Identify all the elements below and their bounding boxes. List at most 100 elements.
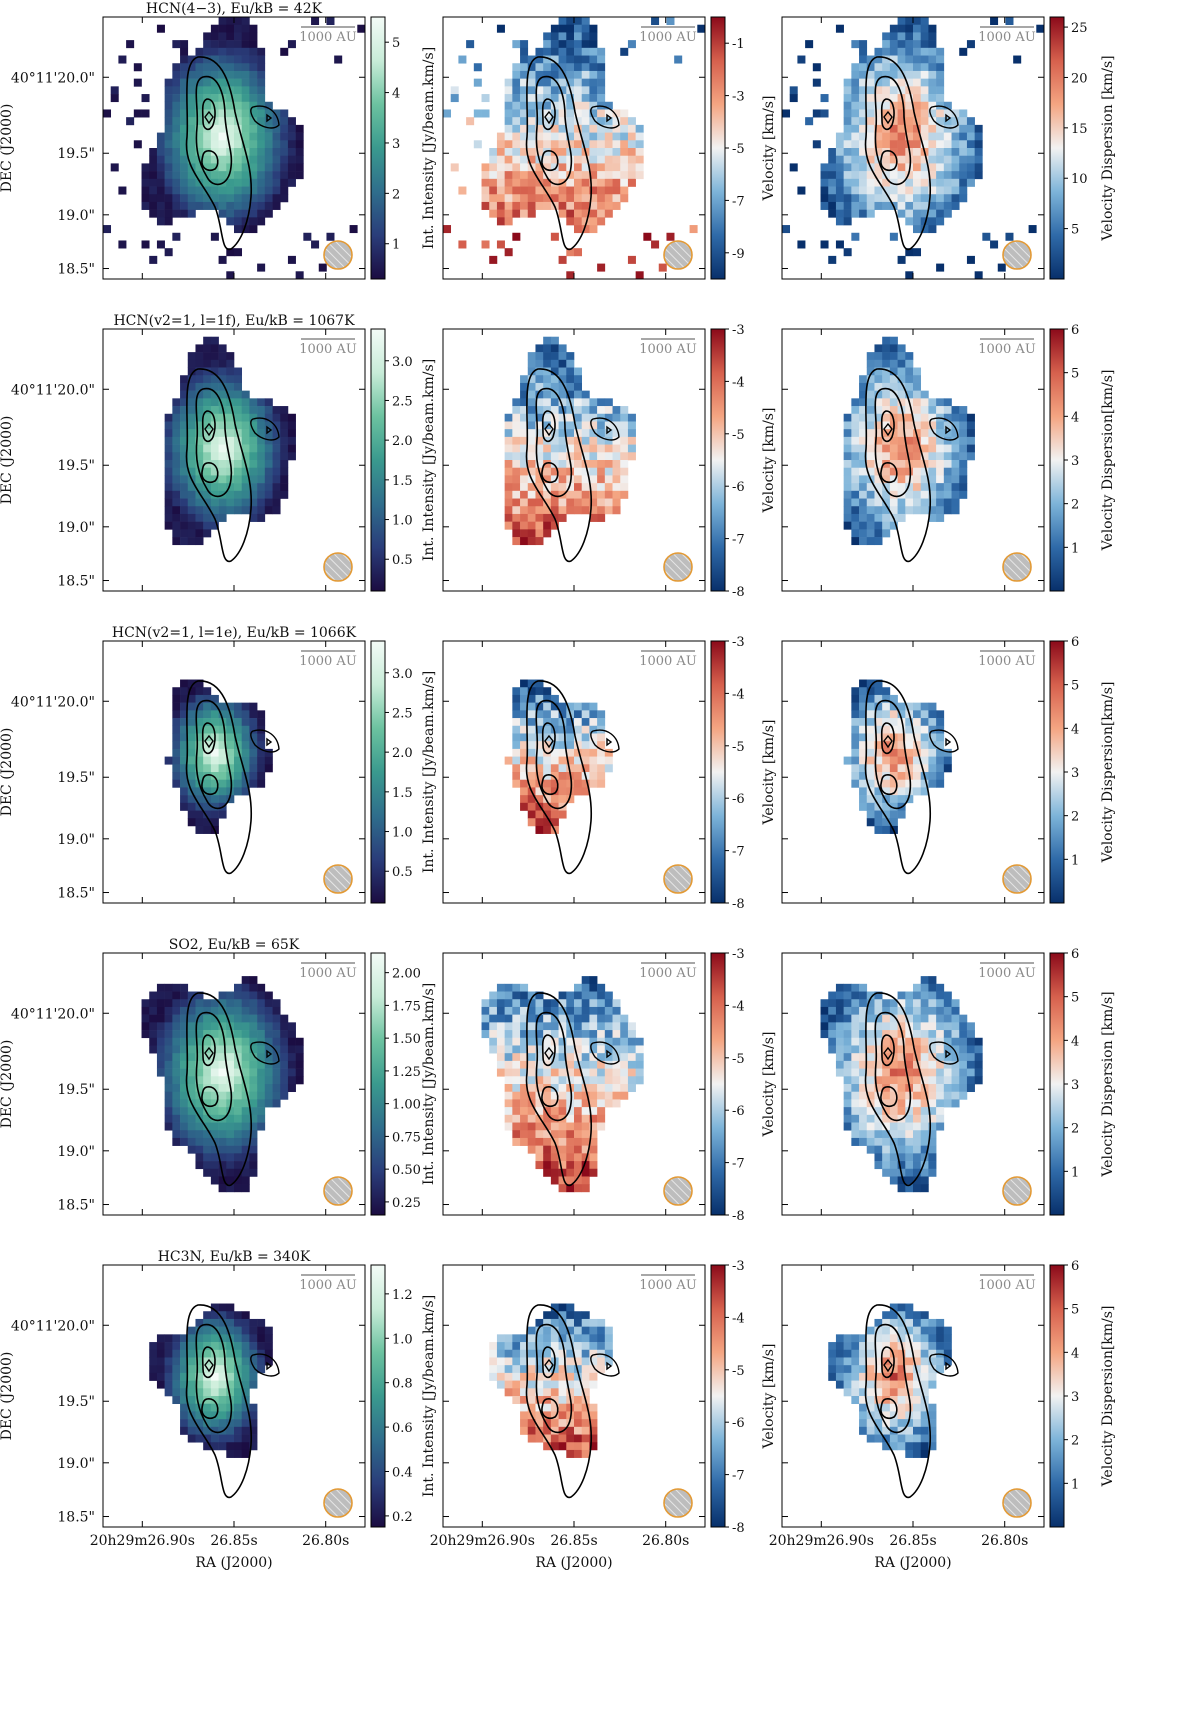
heatmap-cell xyxy=(889,702,898,711)
heatmap-cell xyxy=(180,209,189,218)
heatmap-cell xyxy=(966,444,975,453)
heatmap-cell xyxy=(210,1434,219,1443)
heatmap-cell xyxy=(203,1099,212,1108)
colorbar-tick-label: 6 xyxy=(1071,323,1079,338)
heatmap-cell xyxy=(249,1403,258,1412)
heatmap-cell xyxy=(164,429,173,438)
heatmap-cell xyxy=(566,17,575,26)
heatmap-cell xyxy=(566,1091,575,1100)
heatmap-cell xyxy=(566,498,575,507)
heatmap-cell xyxy=(620,421,629,430)
heatmap-cell xyxy=(141,163,150,172)
heatmap-cell xyxy=(843,999,852,1008)
heatmap-cell xyxy=(550,163,559,172)
heatmap-cell xyxy=(866,1380,875,1389)
heatmap-cell xyxy=(535,1137,544,1146)
heatmap-cell xyxy=(280,406,289,415)
heatmap-cell xyxy=(966,178,975,187)
heatmap-cell xyxy=(527,802,536,811)
heatmap-cell xyxy=(187,55,196,64)
heatmap-cell xyxy=(604,1045,613,1054)
heatmap-cell xyxy=(936,1365,945,1374)
heatmap-cell xyxy=(535,1030,544,1039)
heatmap-cell xyxy=(172,1045,181,1054)
heatmap-cell xyxy=(928,398,937,407)
ra-tick-label: 26.85s xyxy=(889,1533,936,1549)
colorbar-tick-label: -4 xyxy=(732,1311,745,1326)
heatmap-cell xyxy=(851,1006,860,1015)
heatmap-cell xyxy=(859,1380,868,1389)
colorbar-tick-label: -4 xyxy=(732,999,745,1014)
heatmap-cell xyxy=(936,748,945,757)
heatmap-cell xyxy=(195,818,204,827)
heatmap-cell xyxy=(589,1403,598,1412)
heatmap-cell xyxy=(936,171,945,180)
colorbar-tick-label: 6 xyxy=(1071,1259,1079,1274)
heatmap-cell xyxy=(187,201,196,210)
colorbar-tick-label: 4 xyxy=(392,87,400,102)
heatmap-cell xyxy=(920,991,929,1000)
heatmap-cell xyxy=(234,1060,243,1069)
heatmap-cell xyxy=(604,1076,613,1085)
heatmap-cell xyxy=(936,490,945,499)
heatmap-cell xyxy=(520,1130,529,1139)
heatmap-cell xyxy=(187,109,196,118)
heatmap-cell xyxy=(535,483,544,492)
heatmap-cell xyxy=(512,1006,521,1015)
heatmap-cell xyxy=(928,40,937,49)
heatmap-cell xyxy=(535,375,544,384)
heatmap-cell xyxy=(574,983,583,992)
heatmap-cell xyxy=(604,452,613,461)
heatmap-cell xyxy=(280,1030,289,1039)
heatmap-cell xyxy=(889,490,898,499)
heatmap-cell xyxy=(226,999,235,1008)
heatmap-cell xyxy=(604,460,613,469)
heatmap-cell xyxy=(905,444,914,453)
heatmap-cell xyxy=(574,63,583,72)
heatmap-cell xyxy=(566,1403,575,1412)
heatmap-cell xyxy=(620,436,629,445)
heatmap-cell xyxy=(920,1372,929,1381)
heatmap-cell xyxy=(550,1060,559,1069)
heatmap-cell xyxy=(180,109,189,118)
heatmap-cell xyxy=(280,475,289,484)
heatmap-cell xyxy=(936,70,945,79)
heatmap-cell xyxy=(820,171,829,180)
heatmap-cell xyxy=(164,421,173,430)
heatmap-cell xyxy=(218,367,227,376)
heatmap-cell xyxy=(195,359,204,368)
heatmap-cell xyxy=(249,452,258,461)
heatmap-cell xyxy=(264,475,273,484)
heatmap-cell xyxy=(512,1099,521,1108)
heatmap-cell xyxy=(936,124,945,133)
heatmap-cell xyxy=(635,1037,644,1046)
heatmap-cell xyxy=(943,124,952,133)
heatmap-cell xyxy=(164,1357,173,1366)
heatmap-cell xyxy=(272,429,281,438)
heatmap-cell xyxy=(851,1053,860,1062)
heatmap-cell xyxy=(959,47,968,56)
heatmap-cell xyxy=(913,1114,922,1123)
heatmap-cell xyxy=(597,171,606,180)
heatmap-cell xyxy=(520,725,529,734)
heatmap-cell xyxy=(897,1442,906,1451)
heatmap-cell xyxy=(218,186,227,195)
heatmap-cell xyxy=(581,1045,590,1054)
heatmap-cell xyxy=(218,382,227,391)
heatmap-cell xyxy=(913,702,922,711)
heatmap-cell xyxy=(974,1053,983,1062)
heatmap-cell xyxy=(164,1030,173,1039)
heatmap-cell xyxy=(234,1168,243,1177)
heatmap-cell xyxy=(543,725,552,734)
heatmap-cell xyxy=(172,694,181,703)
heatmap-cell xyxy=(851,725,860,734)
heatmap-cell xyxy=(520,1357,529,1366)
colorbar-tick-label: -8 xyxy=(732,1521,745,1536)
heatmap-cell xyxy=(558,1334,567,1343)
heatmap-cell xyxy=(558,467,567,476)
heatmap-cell xyxy=(520,186,529,195)
heatmap-cell xyxy=(920,171,929,180)
heatmap-cell xyxy=(318,263,327,272)
heatmap-cell xyxy=(581,1449,590,1458)
heatmap-cell xyxy=(913,787,922,796)
